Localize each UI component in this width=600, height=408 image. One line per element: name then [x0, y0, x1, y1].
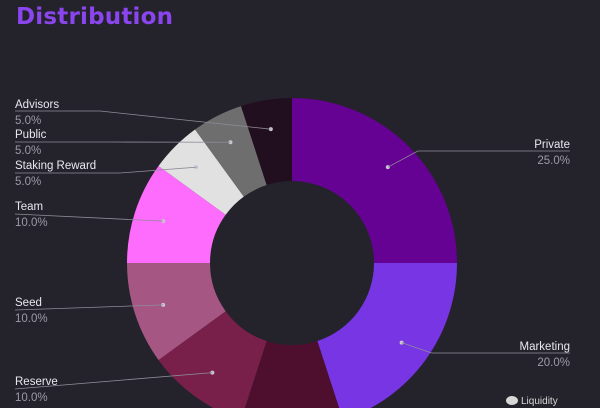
- label-reserve: Reserve: [15, 376, 58, 388]
- slice-liquidity: [244, 340, 340, 408]
- slice-public: [195, 106, 267, 197]
- label-seed: Seed: [15, 297, 42, 309]
- watermark: Liquidity: [506, 396, 558, 407]
- value-reserve: 10.0%: [15, 392, 48, 404]
- leader-line-marketing: [401, 342, 570, 354]
- label-staking-reward: Staking Reward: [15, 160, 97, 172]
- watermark-text: Liquidity: [521, 396, 558, 407]
- leader-line-team: [14, 213, 164, 222]
- label-advisors: Advisors: [15, 99, 60, 111]
- value-team: 10.0%: [15, 217, 48, 229]
- leader-line-advisors: [15, 110, 271, 130]
- value-seed: 10.0%: [15, 313, 48, 325]
- slice-advisors: [241, 98, 292, 186]
- value-marketing: 20.0%: [537, 357, 570, 369]
- slice-team: [127, 166, 226, 263]
- chat-bubble-icon: [506, 396, 518, 405]
- leader-line-reserve: [14, 372, 213, 390]
- slice-staking-reward: [158, 129, 244, 215]
- label-public: Public: [15, 129, 47, 141]
- slice-private: [292, 98, 457, 263]
- label-marketing: Marketing: [519, 341, 571, 353]
- value-staking-reward: 5.0%: [15, 176, 42, 188]
- leader-line-staking-reward: [15, 166, 197, 174]
- chart-title: Distribution: [16, 4, 174, 30]
- leader-line-seed: [14, 304, 164, 311]
- label-private: Private: [534, 139, 570, 151]
- value-advisors: 5.0%: [15, 115, 42, 127]
- value-private: 25.0%: [537, 155, 570, 167]
- slice-seed: [127, 263, 226, 360]
- slice-marketing: [317, 263, 457, 408]
- slice-reserve: [158, 311, 267, 408]
- value-public: 5.0%: [15, 145, 42, 157]
- leader-line-private: [387, 150, 570, 168]
- label-team: Team: [15, 201, 44, 213]
